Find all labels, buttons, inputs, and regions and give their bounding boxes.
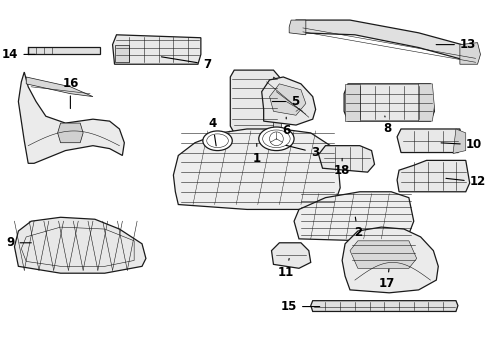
Text: 11: 11 bbox=[278, 258, 294, 279]
Polygon shape bbox=[230, 70, 279, 133]
Polygon shape bbox=[58, 123, 83, 143]
Ellipse shape bbox=[206, 134, 228, 148]
Polygon shape bbox=[173, 129, 340, 210]
Polygon shape bbox=[273, 77, 281, 131]
Text: 17: 17 bbox=[378, 269, 395, 291]
Polygon shape bbox=[261, 77, 315, 125]
Text: 18: 18 bbox=[333, 158, 349, 177]
Polygon shape bbox=[15, 217, 145, 273]
Polygon shape bbox=[19, 72, 124, 163]
Polygon shape bbox=[310, 301, 457, 311]
Polygon shape bbox=[293, 192, 413, 241]
Polygon shape bbox=[344, 84, 433, 121]
Ellipse shape bbox=[262, 130, 289, 148]
Text: 9: 9 bbox=[6, 236, 31, 249]
Polygon shape bbox=[452, 129, 465, 153]
Ellipse shape bbox=[203, 131, 232, 150]
Polygon shape bbox=[288, 20, 305, 35]
Polygon shape bbox=[342, 227, 437, 293]
Text: 7: 7 bbox=[161, 57, 210, 71]
Polygon shape bbox=[271, 243, 310, 268]
Text: 4: 4 bbox=[208, 117, 216, 146]
Polygon shape bbox=[459, 42, 480, 64]
Text: 1: 1 bbox=[252, 144, 260, 165]
Polygon shape bbox=[396, 129, 462, 153]
Polygon shape bbox=[28, 46, 100, 54]
Text: 14: 14 bbox=[2, 48, 35, 61]
Polygon shape bbox=[114, 45, 129, 62]
Polygon shape bbox=[318, 146, 374, 172]
Text: 6: 6 bbox=[282, 117, 290, 138]
Text: 10: 10 bbox=[440, 138, 481, 151]
Polygon shape bbox=[349, 241, 416, 268]
Polygon shape bbox=[26, 77, 93, 96]
Polygon shape bbox=[396, 160, 469, 192]
Ellipse shape bbox=[258, 127, 293, 150]
Text: 16: 16 bbox=[62, 77, 79, 109]
Text: 12: 12 bbox=[445, 175, 485, 189]
Text: 13: 13 bbox=[435, 38, 475, 51]
Polygon shape bbox=[269, 84, 305, 115]
Text: 8: 8 bbox=[383, 116, 390, 135]
Text: 15: 15 bbox=[280, 300, 319, 313]
Polygon shape bbox=[418, 84, 433, 121]
Polygon shape bbox=[290, 20, 477, 62]
Text: 2: 2 bbox=[353, 217, 361, 239]
Polygon shape bbox=[112, 35, 201, 64]
Polygon shape bbox=[345, 84, 359, 121]
Text: 5: 5 bbox=[272, 95, 299, 108]
Text: 3: 3 bbox=[285, 145, 318, 159]
